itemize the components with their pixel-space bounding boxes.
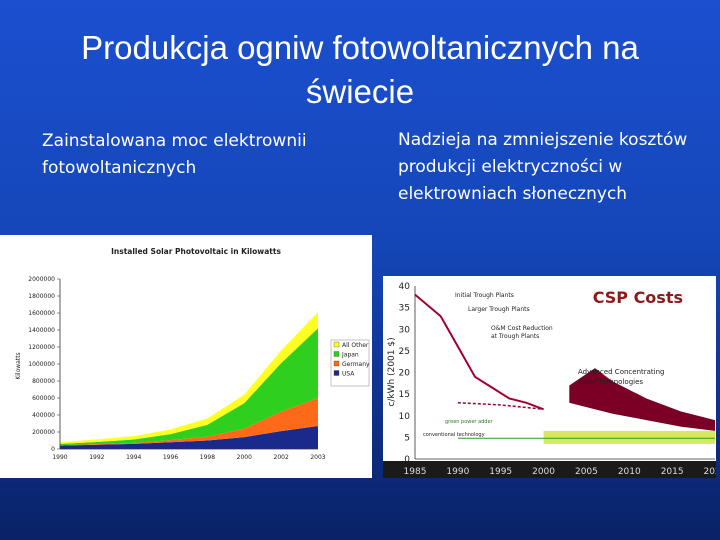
annotation-conventional: conventional technology [423,432,485,438]
x-tick-label: 2003 [310,454,325,461]
x-tick-label: 1998 [200,454,215,461]
legend-swatch [333,341,340,348]
conventional-band [543,430,715,444]
legend-label: All Other [342,342,369,349]
csp-costs-chart: c/kWh (2001 $) 0 5 10 15 20 25 30 35 40 1985 1990 19… [383,276,716,478]
y-tick-label: 0 [51,446,55,453]
annotation-om-cost-line2: at Trough Plants [491,333,539,340]
y-tick-label: 2000000 [28,276,55,283]
y-tick-label: 10 [399,412,411,422]
area-series-japan [60,328,318,446]
advanced-csp-region [569,368,715,431]
area-series-usa [60,426,318,449]
annotation-advanced-line2: Solar Technologies [578,378,643,386]
installed-pv-chart-svg: Installed Solar Photovoltaic in Kilowatt… [15,247,370,461]
annotation-advanced: Advanced Concentrating [578,368,664,376]
legend-label: Germany [342,361,370,368]
x-tick-label: 1992 [89,454,104,461]
x-tick-label: 2010 [618,467,641,477]
x-tick-label: 2020 [704,467,716,477]
y-tick-label: 600000 [32,395,55,402]
y-axis-label: c/kWh (2001 $) [387,337,397,406]
area-series-all-other [60,312,318,444]
y-axis-label: Kilowatts [15,352,22,379]
right-bullet-text: Nadzieja na zmniejszenie kosztów produkc… [398,130,688,204]
x-tick-label: 2000 [532,467,555,477]
y-tick-label: 1200000 [28,344,55,351]
y-tick-label: 400000 [32,412,55,419]
x-tick-label: 1990 [446,467,469,477]
y-tick-label: 30 [399,325,411,335]
area-series-germany [60,398,318,446]
legend-swatch [333,360,340,367]
slide-title: Produkcja ogniw fotowoltanicznych na świ… [81,29,639,110]
x-tick-label: 2005 [575,467,598,477]
annotation-green-power: green power adder [445,419,494,425]
legend-label: USA [342,371,355,378]
installed-pv-chart: Installed Solar Photovoltaic in Kilowatt… [0,235,372,478]
y-tick-label: 1800000 [28,293,55,300]
y-tick-label: 1400000 [28,327,55,334]
y-tick-label: 5 [404,433,410,443]
x-tick-label: 1996 [163,454,178,461]
y-tick-label: 20 [399,369,411,379]
x-tick-label: 1990 [52,454,67,461]
chart-title: Installed Solar Photovoltaic in Kilowatt… [111,247,281,256]
x-tick-label: 1985 [404,467,427,477]
csp-costs-chart-svg: c/kWh (2001 $) 0 5 10 15 20 25 30 35 40 1985 1990 19… [383,282,716,478]
y-tick-label: 15 [399,390,410,400]
csp-cost-dashed [457,402,544,411]
y-tick-label: 40 [399,282,411,292]
chart-title: CSP Costs [593,288,683,307]
legend-label: Japan [341,352,359,359]
x-tick-label: 1994 [126,454,141,461]
legend-swatch [333,351,340,357]
annotation-initial-trough: Initial Trough Plants [455,292,514,299]
y-tick-label: 0 [404,455,410,465]
x-axis-band [383,461,716,478]
x-tick-label: 2002 [274,454,289,461]
y-tick-label: 35 [399,304,410,314]
x-tick-label: 2015 [661,467,684,477]
y-tick-label: 800000 [32,378,55,385]
x-tick-label: 1995 [489,467,512,477]
csp-cost-curve [414,293,544,411]
y-tick-label: 1000000 [28,361,55,368]
annotation-om-cost: O&M Cost Reduction [491,325,553,332]
legend-swatch [333,370,340,376]
annotation-larger-trough: Larger Trough Plants [468,306,530,313]
y-tick-label: 200000 [32,429,55,436]
left-bullet-text: Zainstalowana moc elektrownii fotowoltan… [42,131,307,178]
x-tick-label: 2000 [237,454,252,461]
y-tick-label: 1600000 [28,310,55,317]
y-tick-label: 25 [399,347,410,357]
